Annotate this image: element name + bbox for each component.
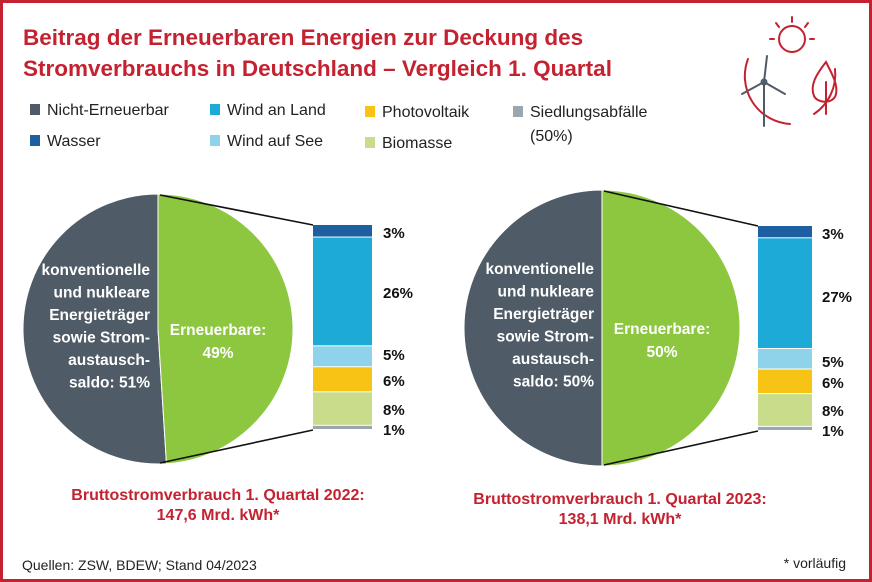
breakdown-label-0-2023: 3%: [822, 226, 844, 243]
pie-label-erneuerbar-2022: Erneuerbare:: [170, 322, 266, 339]
caption-2022-line-2: 147,6 Mrd. kWh*: [156, 507, 280, 524]
legend-swatch: [365, 106, 375, 117]
pie-label-nicht-erneuerbar-2022: Energieträger: [49, 307, 150, 324]
pie-label-nicht-erneuerbar-2023: austausch-: [512, 351, 594, 368]
connector-top-2022: [159, 194, 314, 226]
pie-label-nicht-erneuerbar-2022: konventionelle: [41, 262, 150, 279]
legend-label: Nicht-Erneuerbar: [47, 102, 169, 119]
pie-label-nicht-erneuerbar-2023: und nukleare: [498, 284, 595, 301]
legend-label: Wind an Land: [227, 102, 326, 119]
breakdown-bar-siedlungsabf-lle-2022: [313, 425, 372, 429]
connector-bottom-2022: [159, 429, 314, 464]
pie-label-nicht-erneuerbar-2023: saldo: 50%: [513, 374, 594, 391]
breakdown-label-2-2023: 5%: [822, 354, 844, 371]
pie-label-nicht-erneuerbar-2022: und nukleare: [54, 285, 151, 302]
pie-label-nicht-erneuerbar-2023: Energieträger: [493, 306, 594, 323]
pie-slice-nicht-erneuerbar-2022: [22, 193, 168, 465]
connector-bottom-2023: [603, 430, 759, 466]
breakdown-label-3-2022: 6%: [383, 373, 405, 390]
caption-2023-line-1: Bruttostromverbrauch 1. Quartal 2023:: [473, 491, 767, 508]
legend: Nicht-Erneuerbar Wasser Wind an Land Win…: [30, 100, 670, 160]
pie-slice-nicht-erneuerbar-2023: [463, 189, 603, 467]
pie-label-nicht-erneuerbar-2022: sowie Strom-: [53, 330, 150, 347]
breakdown-bar-wasser-2022: [313, 225, 372, 237]
breakdown-bar-wind-an-land-2022: [313, 237, 372, 346]
title-line-1: Beitrag der Erneuerbaren Energien zur De…: [23, 25, 584, 50]
breakdown-label-2-2022: 5%: [383, 347, 405, 364]
renewables-logo-icon: [741, 16, 838, 127]
pie-label-nicht-erneuerbar-2022: austausch-: [68, 352, 150, 369]
breakdown-label-1-2023: 27%: [822, 289, 852, 306]
breakdown-label-0-2022: 3%: [383, 225, 405, 242]
pie-label-nicht-erneuerbar-2023: sowie Strom-: [497, 329, 594, 346]
legend-label: Photovoltaik: [382, 104, 470, 121]
pie-label-nicht-erneuerbar-2022: saldo: 51%: [69, 375, 150, 392]
legend-swatch: [30, 104, 40, 115]
breakdown-bar-wind-an-land-2023: [758, 238, 812, 348]
pie-label-erneuerbar-2023: Erneuerbare:: [614, 321, 710, 338]
caption-2022-line-1: Bruttostromverbrauch 1. Quartal 2022:: [71, 487, 365, 504]
breakdown-bar-wind-auf-see-2023: [758, 349, 812, 369]
pie-label-erneuerbar-2023: 50%: [646, 344, 677, 361]
connector-top-2023: [603, 190, 759, 227]
caption-2023: Bruttostromverbrauch 1. Quartal 2023: 13…: [470, 490, 770, 530]
footnote-text: * vorläufig: [783, 555, 846, 571]
legend-label-suffix: (50%): [530, 128, 573, 145]
legend-swatch: [513, 106, 523, 117]
breakdown-bar-biomasse-2023: [758, 394, 812, 426]
title-line-2: Stromverbrauchs in Deutschland – Verglei…: [23, 56, 612, 81]
breakdown-label-1-2022: 26%: [383, 285, 413, 302]
breakdown-bar-photovoltaik-2022: [313, 367, 372, 392]
breakdown-label-5-2023: 1%: [822, 423, 844, 440]
sources-text: Quellen: ZSW, BDEW; Stand 04/2023: [22, 557, 257, 573]
breakdown-label-5-2022: 1%: [383, 422, 405, 439]
legend-swatch: [365, 137, 375, 148]
legend-swatch: [210, 104, 220, 115]
breakdown-label-3-2023: 6%: [822, 375, 844, 392]
caption-2023-line-2: 138,1 Mrd. kWh*: [558, 511, 682, 528]
legend-label: Siedlungsabfälle: [530, 104, 648, 121]
pie-label-erneuerbar-2022: 49%: [202, 345, 233, 362]
breakdown-label-4-2023: 8%: [822, 403, 844, 420]
pie-label-nicht-erneuerbar-2023: konventionelle: [485, 261, 594, 278]
breakdown-bar-wasser-2023: [758, 226, 812, 238]
breakdown-bar-wind-auf-see-2022: [313, 346, 372, 367]
breakdown-bar-siedlungsabf-lle-2023: [758, 426, 812, 430]
legend-label: Biomasse: [382, 135, 453, 152]
legend-label: Wasser: [47, 133, 101, 150]
breakdown-bar-photovoltaik-2023: [758, 369, 812, 394]
breakdown-label-4-2022: 8%: [383, 402, 405, 419]
legend-swatch: [30, 135, 40, 146]
legend-swatch: [210, 135, 220, 146]
chart-title: Beitrag der Erneuerbaren Energien zur De…: [23, 22, 703, 84]
breakdown-bar-biomasse-2022: [313, 392, 372, 425]
caption-2022: Bruttostromverbrauch 1. Quartal 2022: 14…: [68, 486, 368, 526]
legend-label: Wind auf See: [227, 133, 324, 150]
